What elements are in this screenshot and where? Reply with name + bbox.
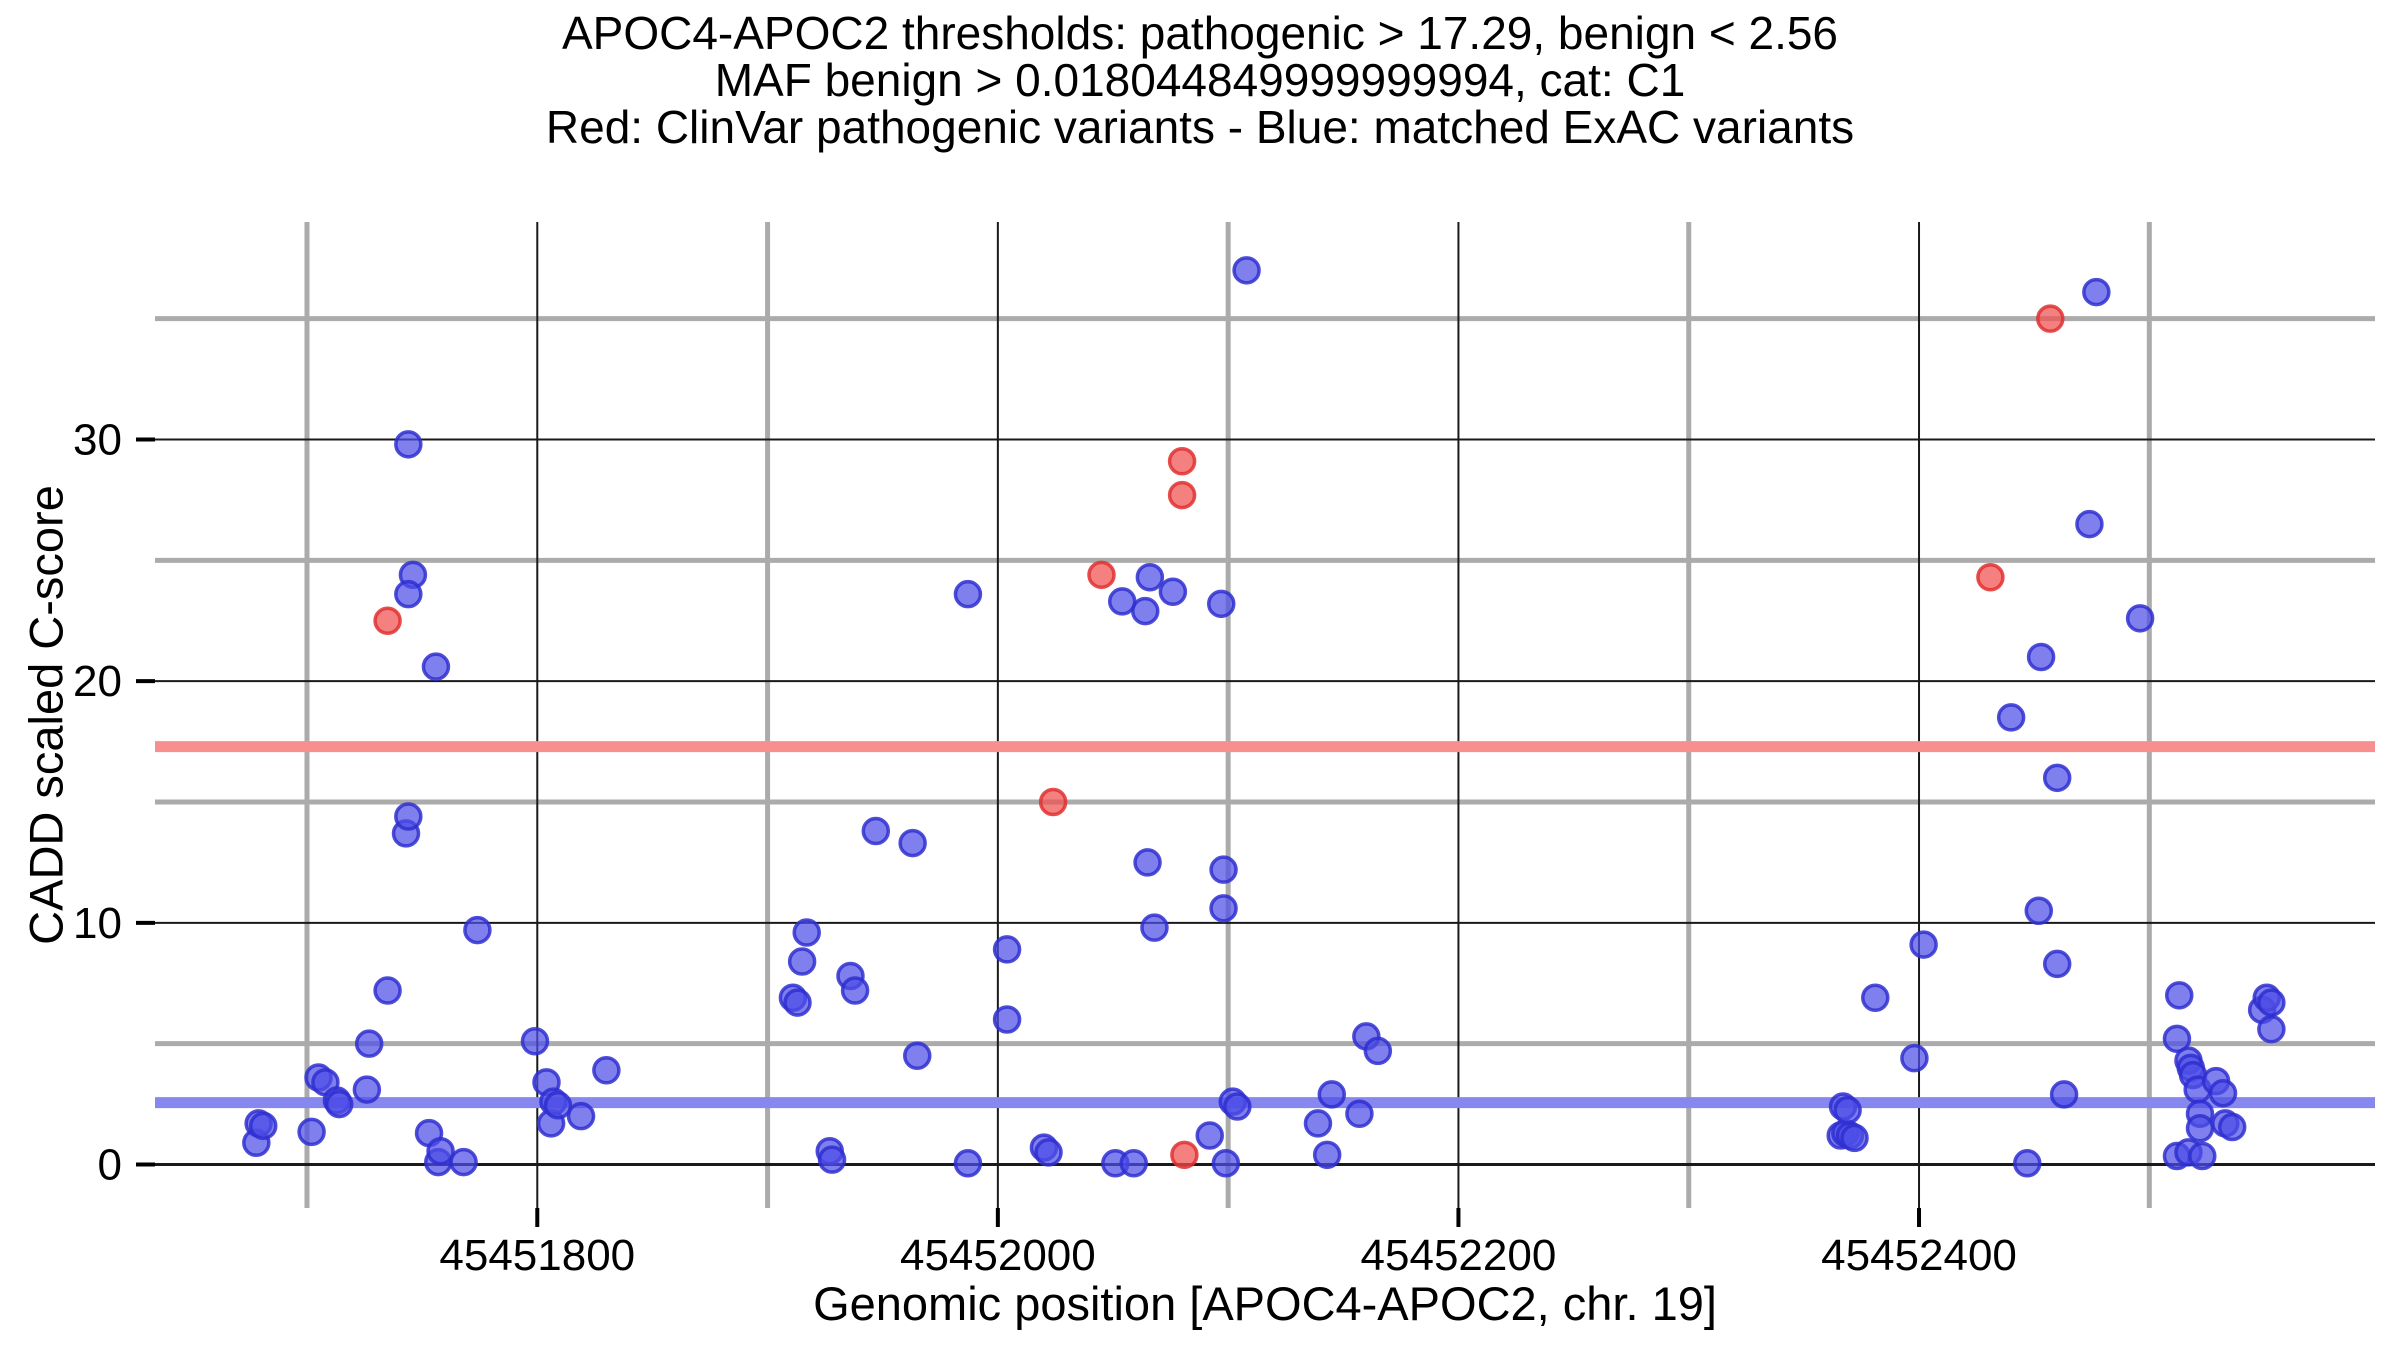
data-point-exac xyxy=(1119,1149,1148,1178)
data-point-clinvar xyxy=(2036,304,2065,333)
data-point-exac xyxy=(354,1029,384,1058)
data-point-exac xyxy=(1133,848,1162,877)
data-point-exac xyxy=(394,579,423,609)
data-point-exac xyxy=(1900,1043,1929,1073)
data-point-exac xyxy=(1861,983,1890,1012)
data-point-exac xyxy=(1833,1095,1862,1125)
data-point-exac xyxy=(1158,577,1188,606)
data-point-exac xyxy=(2208,1078,2238,1108)
data-point-exac xyxy=(1209,855,1238,884)
data-point-exac xyxy=(817,1145,847,1174)
data-point-exac xyxy=(2042,763,2072,793)
x-axis-title: Genomic position [APOC4-APOC2, chr. 19] xyxy=(813,1277,1717,1330)
y-tick-label: 0 xyxy=(98,1141,122,1190)
data-point-exac xyxy=(1195,1121,1224,1150)
data-point-exac xyxy=(1130,596,1160,626)
data-point-exac xyxy=(2125,604,2155,633)
y-tick-label: 20 xyxy=(73,657,122,706)
data-point-exac xyxy=(2217,1112,2247,1142)
data-point-exac xyxy=(2257,1014,2286,1044)
data-point-exac xyxy=(2162,1024,2192,1054)
data-point-exac xyxy=(1345,1099,1374,1128)
data-point-exac xyxy=(792,918,821,947)
data-point-exac xyxy=(324,1089,354,1119)
data-point-clinvar xyxy=(1038,787,1068,817)
y-tick-label: 30 xyxy=(73,416,122,465)
data-point-exac xyxy=(2024,896,2054,925)
data-point-exac xyxy=(1034,1138,1063,1167)
data-point-exac xyxy=(861,816,891,846)
data-point-exac xyxy=(992,935,1022,964)
data-point-exac xyxy=(1223,1092,1252,1121)
chart-title-line-1: APOC4-APOC2 thresholds: pathogenic > 17.… xyxy=(561,7,1839,59)
data-point-exac xyxy=(592,1056,621,1085)
data-point-exac xyxy=(898,828,927,858)
x-tick-label: 45451800 xyxy=(439,1231,635,1280)
data-point-exac xyxy=(2075,509,2104,539)
data-point-exac xyxy=(1232,256,1261,285)
data-point-exac xyxy=(449,1147,478,1177)
data-point-exac xyxy=(248,1111,278,1141)
chart-title-line-3: Red: ClinVar pathogenic variants - Blue:… xyxy=(545,100,1855,153)
data-point-exac xyxy=(297,1117,326,1147)
data-point-exac xyxy=(426,1136,455,1166)
data-point-exac xyxy=(1363,1036,1393,1066)
data-point-exac xyxy=(2257,988,2286,1017)
data-point-exac xyxy=(953,1149,983,1178)
data-point-clinvar xyxy=(1087,560,1116,590)
data-point-exac xyxy=(520,1027,550,1056)
data-point-exac xyxy=(903,1041,932,1070)
data-point-exac xyxy=(787,947,817,976)
data-point-exac xyxy=(566,1101,596,1131)
data-point-exac xyxy=(2185,1114,2215,1143)
data-point-exac xyxy=(1312,1140,1342,1170)
data-point-exac xyxy=(1909,930,1938,959)
data-point-exac xyxy=(2165,981,2194,1010)
data-point-exac xyxy=(1211,1149,1241,1178)
chart-title-line-2: MAF benign > 0.018044849999999994, cat: … xyxy=(714,53,1686,106)
data-point-exac xyxy=(1107,587,1137,616)
data-point-exac xyxy=(2049,1080,2079,1109)
data-point-exac xyxy=(2042,949,2072,979)
data-point-exac xyxy=(2013,1149,2042,1178)
data-point-exac xyxy=(1135,563,1165,592)
data-point-clinvar xyxy=(373,606,402,635)
data-point-clinvar xyxy=(1976,563,2005,592)
data-point-clinvar xyxy=(1167,447,1197,476)
data-point-exac xyxy=(1840,1123,1869,1153)
data-point-exac xyxy=(373,976,402,1005)
data-point-exac xyxy=(463,915,492,945)
data-point-exac xyxy=(1996,703,2026,732)
chart-title: APOC4-APOC2 thresholds: pathogenic > 17.… xyxy=(0,10,2400,151)
data-point-clinvar xyxy=(1167,480,1197,510)
data-point-exac xyxy=(1209,894,1238,923)
data-point-exac xyxy=(2082,277,2111,307)
data-point-clinvar xyxy=(1170,1140,1199,1170)
y-axis-title: CADD scaled C-score xyxy=(19,485,73,945)
data-point-exac xyxy=(543,1091,573,1120)
data-point-exac xyxy=(783,988,812,1017)
data-point-exac xyxy=(953,579,983,609)
x-tick-label: 45452400 xyxy=(1821,1231,2017,1280)
y-tick-label: 10 xyxy=(73,899,122,948)
data-point-exac xyxy=(2026,642,2056,672)
data-point-exac xyxy=(394,802,423,831)
data-point-exac xyxy=(352,1075,382,1104)
data-point-exac xyxy=(840,976,870,1005)
data-point-exac xyxy=(421,652,451,681)
data-point-exac xyxy=(1303,1109,1333,1138)
data-point-exac xyxy=(1317,1080,1347,1109)
data-point-exac xyxy=(394,430,423,459)
data-point-exac xyxy=(1206,589,1236,619)
data-point-exac xyxy=(992,1005,1022,1034)
x-tick-label: 45452200 xyxy=(1361,1231,1557,1280)
x-tick-label: 45452000 xyxy=(900,1231,1096,1280)
data-point-exac xyxy=(1140,913,1169,942)
data-point-exac xyxy=(2188,1141,2217,1171)
